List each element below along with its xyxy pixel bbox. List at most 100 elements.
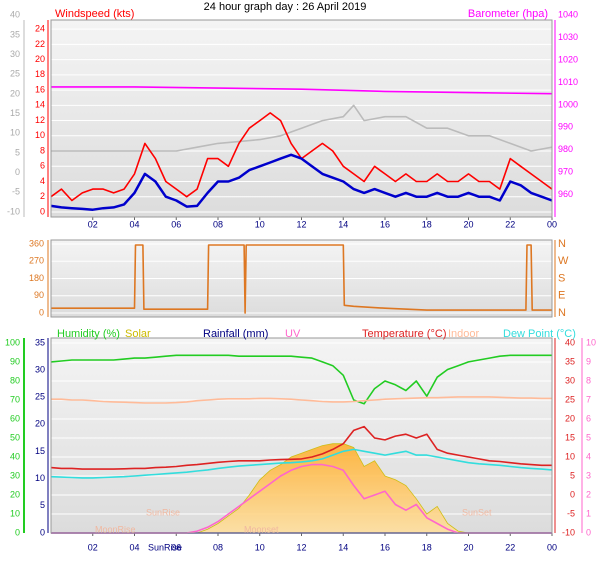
y3-tick-label: 0 [15,167,20,177]
y-tick-label: 10 [10,508,20,518]
x-tick-label: 14 [338,542,348,552]
line [50,425,552,470]
y3-tick-label: 0 [40,527,45,537]
x-tick-label: 12 [296,219,306,229]
y2-tick-label: E [558,290,565,302]
y-tick-label: 4 [40,176,45,186]
y2-tick-label: 35 [565,356,575,366]
y2-tick-label: 960 [558,189,573,199]
x-tick-label: 08 [213,542,223,552]
y-tick-label: 70 [10,394,20,404]
y3-tick-label: 25 [10,69,20,79]
x-tick-label: 10 [255,219,265,229]
x-tick-label: 16 [380,542,390,552]
y-tick-label: 90 [10,356,20,366]
frame [50,239,553,318]
texts: 24 hour graph day : 26 April 2019 Windsp… [5,1,596,552]
y-axis-label: Windspeed (kts) [55,8,134,20]
y2-axis-label: Barometer (hpa) [468,8,548,20]
legend-entry: Dew Point (°C) [503,328,576,340]
x-tick-label: 00 [547,542,557,552]
y3-tick-label: -5 [12,187,20,197]
panel-wind [51,20,552,217]
x-tick-label: 22 [505,219,515,229]
annotation: Moonset [244,524,279,534]
y3-tick-label: 25 [35,392,45,402]
x-tick-label: 08 [213,219,223,229]
y4-tick-label: 0 [586,527,591,537]
line [50,354,552,405]
annotation: SunRise [146,507,180,517]
y3-tick-label: 35 [10,29,20,39]
y2-tick-label: 990 [558,122,573,132]
y-tick-label: 20 [35,54,45,64]
y2-tick-label: 25 [565,394,575,404]
y2-tick-label: 40 [565,337,575,347]
y-tick-label: 24 [35,24,45,34]
y3-tick-label: 35 [35,337,45,347]
y2-tick-label: 980 [558,144,573,154]
y-tick-label: 270 [29,256,44,266]
y4-tick-label: 4 [586,451,591,461]
chart-title: 24 hour graph day : 26 April 2019 [204,1,367,13]
y2-tick-label: N [558,307,566,319]
line [51,104,553,152]
y-tick-label: 360 [29,238,44,248]
line [50,153,553,211]
y3-tick-label: 30 [35,364,45,374]
y-tick-label: 40 [10,451,20,461]
y3-tick-label: 5 [15,147,20,157]
y2-tick-label: 1040 [558,9,578,19]
x-tick-label: 16 [380,219,390,229]
line [51,86,553,95]
y4-tick-label: 6 [586,413,591,423]
y-tick-label: 60 [10,413,20,423]
y-tick-label: 12 [35,115,45,125]
y-tick-label: 50 [10,432,20,442]
x-tick-label: 20 [463,219,473,229]
frame [50,337,553,534]
x-tick-label: 06 [171,542,181,552]
frames [23,19,583,534]
y2-tick-label: N [558,238,566,250]
line [51,244,552,314]
legend-entry: Indoor [448,328,480,340]
y-tick-label: 8 [40,145,45,155]
y-tick-label: 0 [15,527,20,537]
y-tick-label: 18 [35,69,45,79]
x-tick-label: 18 [422,542,432,552]
x-tick-label: 06 [171,219,181,229]
y2-tick-label: 15 [565,432,575,442]
x-tick-label: 20 [463,542,473,552]
y-tick-label: 6 [40,161,45,171]
y2-tick-label: 0 [570,489,575,499]
y-tick-label: 90 [34,290,44,300]
y-tick-label: 180 [29,273,44,283]
y3-tick-label: 20 [10,88,20,98]
line [51,396,552,404]
legend-entry: Temperature (°C) [362,328,446,340]
y4-tick-label: 7 [586,394,591,404]
legend-entry: Humidity (%) [57,328,120,340]
y2-tick-label: 1000 [558,99,578,109]
annotation: SunSet [462,507,492,517]
y-tick-label: 10 [35,130,45,140]
x-tick-label: 10 [255,542,265,552]
y-tick-label: 2 [40,191,45,201]
y3-tick-label: 40 [10,10,20,20]
legend-entry: Solar [125,328,151,340]
y3-tick-label: 15 [10,108,20,118]
y3-tick-label: 30 [10,49,20,59]
y2-tick-label: 20 [565,413,575,423]
x-tick-label: 02 [88,219,98,229]
annotation: MoonRise [95,524,136,534]
y4-tick-label: 5 [586,432,591,442]
y4-tick-label: 3 [586,470,591,480]
y2-tick-label: 10 [565,451,575,461]
y2-tick-label: 970 [558,167,573,177]
y-tick-label: 30 [10,470,20,480]
y3-tick-label: 10 [10,128,20,138]
y-tick-label: 20 [10,489,20,499]
y4-tick-label: 1 [586,508,591,518]
